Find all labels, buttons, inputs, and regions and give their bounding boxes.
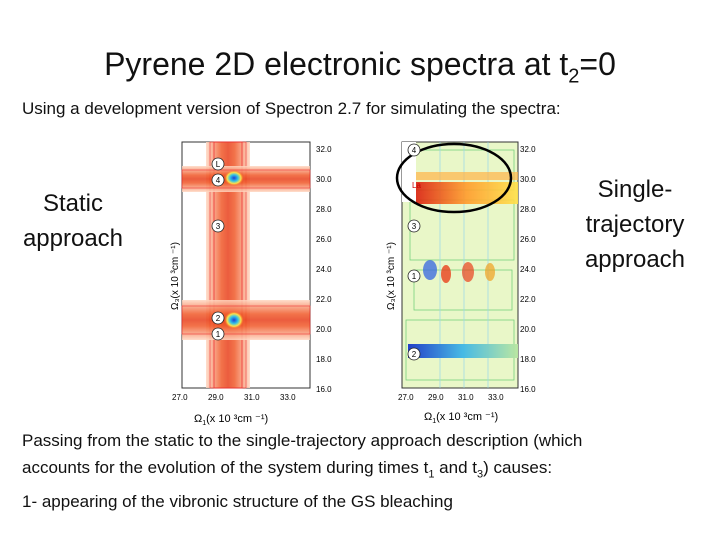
static-peak-upper [224, 170, 244, 186]
svg-text:28.0: 28.0 [316, 205, 332, 214]
static-contour [181, 169, 311, 189]
svg-text:24.0: 24.0 [520, 265, 536, 274]
state-marker-label: 1 [412, 272, 417, 281]
svg-text:29.0: 29.0 [208, 393, 224, 402]
static-state-markers: L 4 3 2 1 [211, 157, 225, 341]
static-spectrum-plot: L 4 3 2 1 32.0 30.0 28.0 26.0 24.0 22.0 … [170, 141, 332, 402]
state-marker-label: L [216, 160, 221, 169]
svg-text:18.0: 18.0 [316, 355, 332, 364]
trajectory-red-band [414, 182, 518, 204]
trajectory-left-gap [402, 142, 416, 202]
trajectory-mid-peaks [423, 260, 495, 283]
svg-text:16.0: 16.0 [316, 385, 332, 394]
svg-text:16.0: 16.0 [520, 385, 536, 394]
state-marker-label: 3 [216, 222, 221, 231]
svg-text:26.0: 26.0 [520, 235, 536, 244]
static-x-axis-label-svg: Ω1(x 10 ³cm ⁻¹) [194, 413, 268, 427]
static-y-ticks: 32.0 30.0 28.0 26.0 24.0 22.0 20.0 18.0 … [316, 145, 332, 394]
trajectory-spectrum-plot: 4 La 3 1 2 32.0 30.0 28.0 26.0 24.0 22.0… [386, 141, 536, 425]
state-marker-label: 4 [412, 146, 417, 155]
svg-text:28.0: 28.0 [520, 205, 536, 214]
body-line-1: Passing from the static to the single-tr… [22, 431, 583, 450]
svg-text:33.0: 33.0 [280, 393, 296, 402]
svg-text:27.0: 27.0 [398, 393, 414, 402]
static-contour [209, 141, 247, 389]
static-contour [181, 305, 311, 335]
trajectory-state-markers: 4 La 3 1 2 [407, 143, 421, 361]
svg-text:29.0: 29.0 [428, 393, 444, 402]
static-peak-lower [224, 311, 244, 329]
slide-body-text: Passing from the static to the single-tr… [22, 427, 712, 515]
svg-text:30.0: 30.0 [316, 175, 332, 184]
body-line-2: accounts for the evolution of the system… [22, 458, 553, 481]
trajectory-x-ticks: 27.0 29.0 31.0 33.0 [398, 393, 504, 402]
svg-text:22.0: 22.0 [316, 295, 332, 304]
static-x-axis-label: Ω1(x 10 ³cm ⁻¹) [194, 413, 268, 427]
trajectory-blue-band [408, 344, 518, 358]
svg-text:31.0: 31.0 [244, 393, 260, 402]
svg-text:30.0: 30.0 [520, 175, 536, 184]
highlight-ellipse [395, 142, 513, 214]
svg-text:32.0: 32.0 [316, 145, 332, 154]
svg-text:33.0: 33.0 [488, 393, 504, 402]
svg-text:32.0: 32.0 [520, 145, 536, 154]
static-band-lower [182, 300, 310, 340]
svg-text:20.0: 20.0 [316, 325, 332, 334]
trajectory-y-ticks: 32.0 30.0 28.0 26.0 24.0 22.0 20.0 18.0 … [520, 145, 536, 394]
trajectory-x-axis-label: Ω1(x 10 ³cm ⁻¹) [424, 411, 498, 425]
state-marker-label: La [412, 181, 421, 190]
state-marker-label: 3 [412, 222, 417, 231]
body-line-3: 1- appearing of the vibronic structure o… [22, 492, 453, 512]
svg-text:24.0: 24.0 [316, 265, 332, 274]
svg-text:20.0: 20.0 [520, 325, 536, 334]
static-x-ticks: 27.0 29.0 31.0 33.0 [172, 393, 296, 402]
static-approach-label: Static approach [22, 190, 124, 252]
slide-title: Pyrene 2D electronic spectra at t2=0 [104, 46, 616, 88]
svg-text:22.0: 22.0 [520, 295, 536, 304]
trajectory-orange-band [414, 172, 518, 180]
trajectory-y-axis-label: Ω₃(x 10 ³cm ⁻¹) [386, 242, 397, 310]
state-marker-label: 2 [412, 350, 417, 359]
single-trajectory-label: Single-trajectory approach [584, 176, 686, 273]
state-marker-label: 1 [216, 330, 221, 339]
state-marker-label: 4 [216, 176, 221, 185]
slide-subtitle: Using a development version of Spectron … [22, 99, 561, 118]
static-band-upper [182, 166, 310, 192]
svg-text:18.0: 18.0 [520, 355, 536, 364]
static-y-axis-label: Ω₃(x 10 ³cm ⁻¹) [170, 242, 181, 310]
svg-text:26.0: 26.0 [316, 235, 332, 244]
svg-text:27.0: 27.0 [172, 393, 188, 402]
state-marker-label: 2 [216, 314, 221, 323]
svg-text:31.0: 31.0 [458, 393, 474, 402]
